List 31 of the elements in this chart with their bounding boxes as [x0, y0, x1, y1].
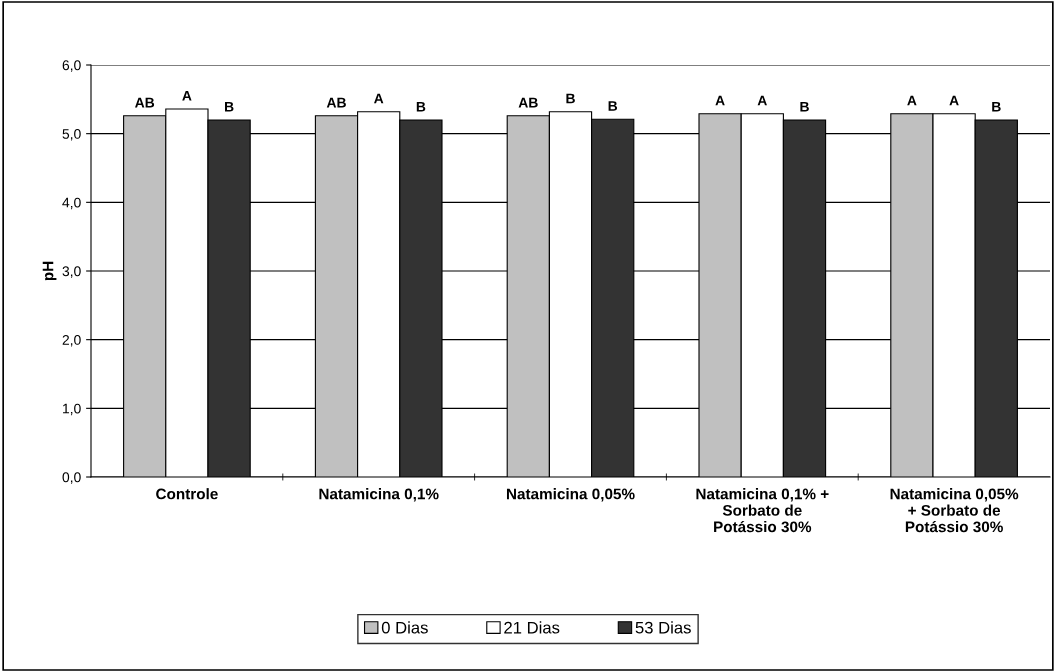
y-tick-label: 1,0 — [63, 403, 81, 416]
data-label: AB — [135, 97, 155, 108]
data-label: B — [416, 101, 426, 112]
legend-label: 53 Dias — [635, 621, 691, 634]
data-label: B — [800, 101, 809, 112]
data-label: AB — [518, 97, 538, 108]
y-tick-label: 4,0 — [62, 197, 81, 210]
data-label: A — [182, 90, 192, 101]
data-label: B — [566, 93, 575, 104]
data-label: B — [992, 101, 1001, 112]
data-label: A — [374, 93, 384, 104]
data-label: B — [225, 101, 234, 112]
data-label: B — [608, 101, 618, 111]
data-label: AB — [326, 97, 346, 108]
y-tick-label: 0,0 — [62, 472, 81, 484]
data-label: A — [715, 95, 725, 106]
y-tick-label: 2,0 — [62, 335, 81, 347]
legend-label: 0 Dias — [381, 621, 428, 634]
y-tick-label: 5,0 — [62, 129, 81, 141]
x-tick-label: Natamicina 0,05% — [506, 488, 635, 502]
data-label: A — [757, 95, 767, 106]
x-tick-label: Controle — [156, 488, 218, 500]
data-label: A — [949, 95, 959, 106]
y-tick-label: 3,0 — [62, 266, 81, 278]
y-axis-title: pH — [42, 261, 57, 281]
x-tick-label: Natamicina 0,1% + Sorbato de Potássio 30% — [696, 488, 829, 533]
y-tick-label: 6,0 — [62, 60, 81, 72]
x-tick-label: Natamicina 0,05% + Sorbato de Potássio 30% — [890, 488, 1019, 533]
data-label: A — [907, 95, 917, 106]
legend-label: 21 Dias — [504, 621, 560, 634]
x-tick-label: Natamicina 0,1% — [319, 488, 439, 502]
